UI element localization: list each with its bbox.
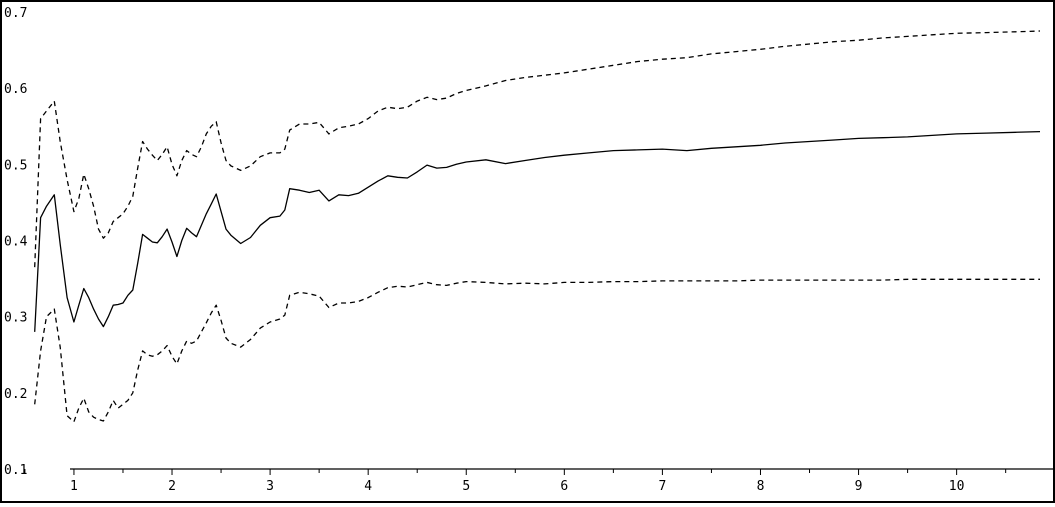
x-tick-label: 8 [757,479,765,494]
y-axis-labels: 0.1 0.2 0.3 0.4 0.5 0.6 0.7 [4,6,28,478]
x-tick-label: 1 [70,479,78,494]
x-tick-label: 7 [658,479,666,494]
x-tick-label: 4 [364,479,372,494]
y-tick-label: 0.7 [4,6,27,21]
x-tick-label: 5 [462,479,470,494]
y-tick-label: 0.5 [4,158,27,173]
series-group [34,30,1041,423]
y-tick-label: 0.3 [4,311,27,326]
x-tick-label: 10 [949,479,965,494]
series-line-estimate [34,130,1041,332]
series-line-lower-bound [34,278,1040,423]
y-tick-label: 0.6 [4,82,27,97]
series-line-upper-bound [34,30,1041,268]
y-tick-label: 0.4 [4,235,28,250]
y-tick-label: 0.2 [4,387,27,402]
x-tick-label: 9 [855,479,863,494]
x-axis-ticks: 1 2 3 4 5 6 7 8 9 10 [24,469,1007,494]
x-tick-label: 6 [560,479,568,494]
x-tick-label: 2 [168,479,176,494]
y-tick-label: 0.1 [4,463,27,478]
x-tick-label: 3 [266,479,274,494]
